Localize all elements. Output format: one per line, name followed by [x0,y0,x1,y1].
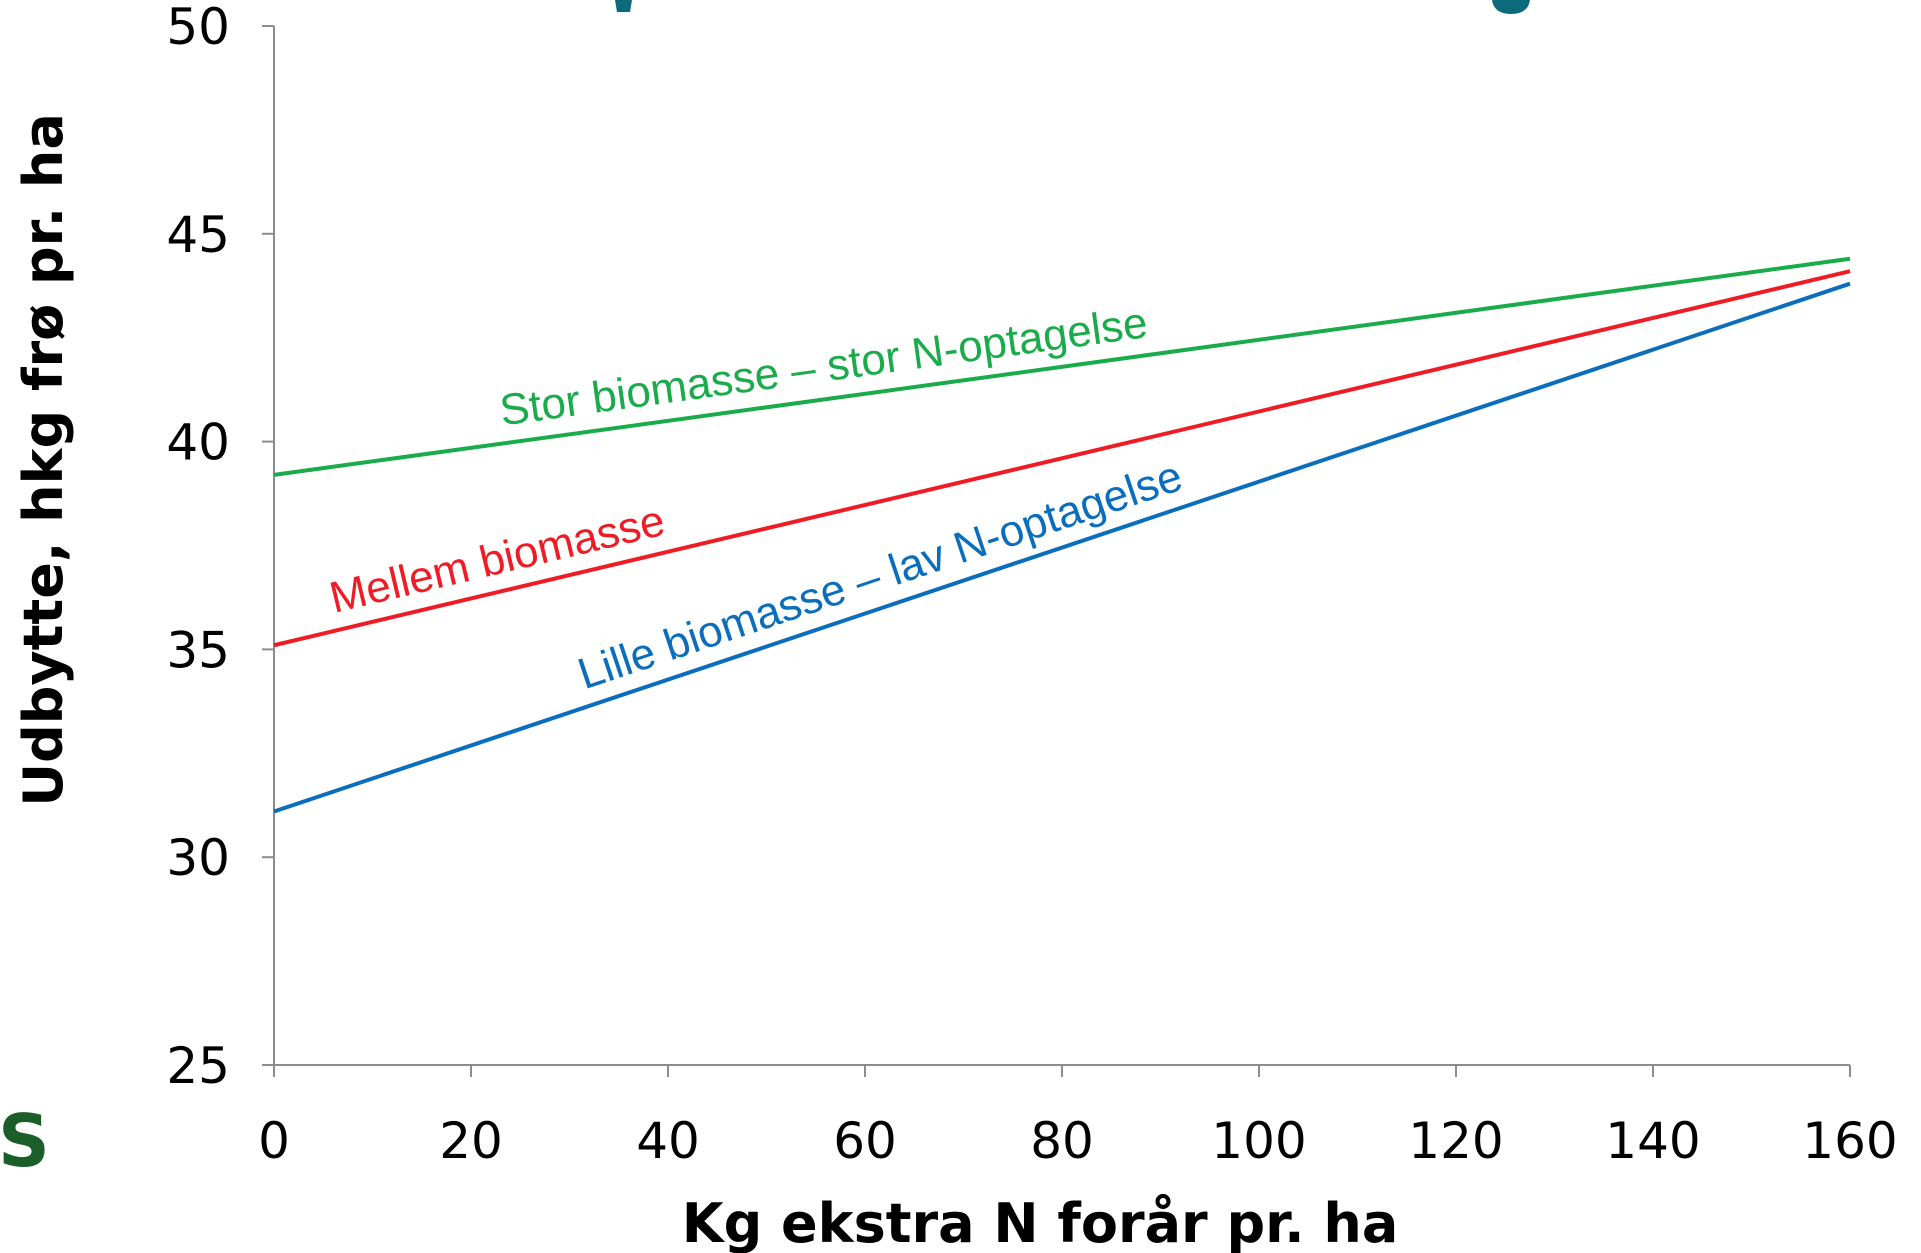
x-tick-label: 140 [1605,1112,1700,1170]
series-lines [273,256,1851,814]
x-tick-label: 20 [439,1112,503,1170]
series-line [273,256,1851,477]
y-axis-ticks: 25 30 35 40 45 50 [166,0,274,1095]
y-tick-label: 25 [166,1037,230,1095]
series-label: Mellem biomasse [325,496,669,623]
x-tick-label: 120 [1408,1112,1503,1170]
x-tick-label: 100 [1211,1112,1306,1170]
y-tick-label: 50 [166,0,230,56]
y-tick-label: 45 [166,206,230,264]
y-tick-label: 40 [166,414,230,472]
x-tick-label: 40 [636,1112,700,1170]
x-tick-label: 60 [833,1112,897,1170]
logo-fragment: S [0,1099,50,1183]
series-line [273,281,1851,814]
y-tick-label: 35 [166,621,230,679]
series-line [273,269,1851,648]
title-fragment-mark [615,0,632,12]
series-label: Lille biomasse – lav N-optagelse [572,451,1188,699]
x-tick-label: 160 [1802,1112,1897,1170]
title-fragment-mark [1492,0,1530,14]
title-fragment [615,0,1530,14]
x-axis-ticks: 0 20 40 60 80 100 120 140 160 [258,1065,1898,1170]
x-tick-label: 80 [1030,1112,1094,1170]
x-tick-label: 0 [258,1112,290,1170]
x-axis-title: Kg ekstra N forår pr. ha [682,1192,1399,1253]
y-axis-title: Udbytte, hkg frø pr. ha [12,113,75,807]
y-tick-label: 30 [166,829,230,887]
